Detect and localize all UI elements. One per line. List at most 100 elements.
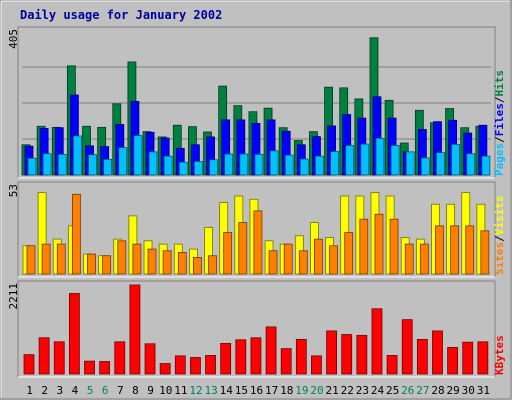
x-tick-label-day-28: 28: [431, 384, 444, 397]
axis-legend-visits: Visits: [493, 196, 506, 236]
y-max-label-visits-sites: 53: [7, 184, 20, 197]
bar-pages-day-2: Pages 2: 60: [42, 153, 52, 176]
bar-kbytes-day-27: KBytes 27: 860: [416, 338, 428, 375]
x-tick-label-day-25: 25: [386, 384, 399, 397]
bar-sites-day-30: Sites 30: 29: [465, 225, 475, 275]
bar-pages-day-9: Pages 9: 65: [148, 151, 158, 176]
axis-legend-visits-sites: Sites/Visits: [493, 196, 506, 276]
x-tick-label-day-20: 20: [310, 384, 323, 397]
bar-kbytes-day-23: KBytes 23: 960: [356, 334, 368, 375]
bar-kbytes-day-21: KBytes 21: 1070: [326, 330, 337, 375]
bar-sites-day-13: Sites 13: 11: [208, 255, 217, 275]
x-tick-label-day-12: 12: [189, 384, 202, 397]
bar-pages-day-5: Pages 5: 57: [88, 154, 97, 176]
bar-pages-day-6: Pages 6: 44: [103, 158, 113, 176]
bar-sites-day-2: Sites 2: 18: [41, 243, 51, 275]
bar-kbytes-day-12: KBytes 12: 410: [190, 357, 201, 375]
x-tick-label-day-15: 15: [235, 384, 248, 397]
x-tick-label-day-27: 27: [416, 384, 429, 397]
x-tick-label-day-5: 5: [87, 384, 94, 397]
bar-sites-day-14: Sites 14: 25: [223, 232, 233, 275]
bar-kbytes-day-22: KBytes 22: 980: [341, 334, 353, 375]
bar-pages-day-29: Pages 29: 86: [451, 144, 461, 176]
bar-sites-day-24: Sites 24: 36: [374, 213, 384, 275]
bar-kbytes-day-11: KBytes 11: 450: [174, 355, 186, 375]
axis-legend-files: Files: [493, 103, 506, 136]
x-tick-label-day-21: 21: [326, 384, 339, 397]
bar-pages-day-16: Pages 16: 58: [254, 153, 264, 176]
bar-sites-day-28: Sites 28: 29: [435, 225, 444, 275]
bar-kbytes-day-20: KBytes 20: 450: [311, 355, 322, 375]
x-tick-label-day-1: 1: [26, 384, 33, 397]
bar-kbytes-day-14: KBytes 14: 760: [220, 343, 232, 375]
bar-pages-day-4: Pages 4: 110: [72, 135, 82, 176]
axis-legend-kbytes: KBytes: [493, 335, 506, 375]
bar-sites-day-17: Sites 17: 14: [268, 250, 278, 275]
bar-sites-day-31: Sites 31: 26: [480, 230, 490, 275]
axis-legend-kbytes: KBytes: [493, 335, 506, 375]
bar-pages-day-8: Pages 8: 111: [133, 135, 143, 176]
axis-legend-hits: Hits: [493, 70, 506, 97]
bar-pages-day-19: Pages 19: 45: [299, 158, 309, 176]
x-tick-label-day-11: 11: [174, 384, 187, 397]
bar-sites-day-23: Sites 23: 33: [359, 218, 369, 275]
bar-sites-day-19: Sites 19: 14: [298, 250, 308, 275]
bar-kbytes-day-31: KBytes 31: 800: [477, 341, 489, 375]
bar-sites-day-3: Sites 3: 18: [56, 243, 66, 275]
bar-pages-day-31: Pages 31: 53: [481, 155, 491, 176]
x-tick-label-day-31: 31: [477, 384, 490, 397]
panel-kbytes: 2211KBytesKBytes 1: 480KBytes 2: 900KByt…: [7, 280, 506, 378]
bar-kbytes-day-10: KBytes 10: 260: [159, 363, 171, 375]
bar-sites-day-16: Sites 16: 38: [253, 210, 263, 275]
bar-sites-day-11: Sites 11: 13: [177, 252, 187, 275]
bar-pages-day-25: Pages 25: 83: [390, 145, 400, 176]
bar-pages-day-10: Pages 10: 53: [163, 155, 173, 176]
bar-kbytes-day-18: KBytes 18: 630: [280, 348, 292, 375]
y-max-label-hits-files-pages: 405: [7, 29, 20, 49]
bar-kbytes-day-17: KBytes 17: 1170: [265, 326, 277, 375]
bar-pages-day-3: Pages 3: 58: [57, 153, 67, 176]
bar-pages-day-15: Pages 15: 59: [239, 153, 249, 176]
bar-kbytes-day-2: KBytes 2: 900: [38, 337, 50, 375]
x-tick-label-day-24: 24: [371, 384, 385, 397]
x-tick-label-day-10: 10: [159, 384, 172, 397]
bar-kbytes-day-24: KBytes 24: 1620: [371, 308, 383, 375]
bar-sites-day-29: Sites 29: 29: [450, 225, 460, 275]
bar-pages-day-27: Pages 27: 48: [420, 157, 430, 176]
bar-sites-day-12: Sites 12: 10: [193, 256, 202, 275]
bar-kbytes-day-8: KBytes 8: 2211: [129, 284, 141, 375]
x-tick-label-day-22: 22: [341, 384, 354, 397]
bar-pages-day-17: Pages 17: 68: [269, 150, 279, 176]
bar-pages-day-26: Pages 26: 65: [405, 151, 415, 176]
bar-kbytes-day-4: KBytes 4: 2000: [68, 293, 80, 375]
x-tick-label-day-4: 4: [72, 384, 79, 397]
bar-pages-day-28: Pages 28: 63: [436, 152, 445, 176]
bar-kbytes-day-29: KBytes 29: 660: [447, 347, 459, 375]
x-tick-label-day-14: 14: [220, 384, 234, 397]
bar-kbytes-day-26: KBytes 26: 1350: [401, 319, 413, 375]
bar-sites-day-9: Sites 9: 15: [147, 248, 157, 275]
bar-kbytes-day-16: KBytes 16: 900: [250, 337, 262, 375]
bar-pages-day-13: Pages 13: 43: [209, 159, 218, 176]
bar-kbytes-day-19: KBytes 19: 860: [295, 338, 307, 375]
axis-legend-separator: /: [493, 136, 506, 143]
bar-pages-day-12: Pages 12: 38: [194, 161, 203, 176]
bar-kbytes-day-13: KBytes 13: 460: [205, 355, 216, 375]
x-tick-label-day-3: 3: [57, 384, 64, 397]
bar-pages-day-30: Pages 30: 60: [466, 153, 476, 176]
chart-title: Daily usage for January 2002: [20, 8, 222, 22]
bar-pages-day-11: Pages 11: 36: [178, 161, 188, 176]
bar-pages-day-20: Pages 20: 53: [315, 155, 324, 176]
bar-sites-day-15: Sites 15: 31: [238, 222, 248, 275]
bar-kbytes-day-1: KBytes 1: 480: [23, 354, 35, 375]
bar-sites-day-20: Sites 20: 21: [314, 238, 323, 275]
bar-kbytes-day-30: KBytes 30: 790: [462, 341, 474, 375]
bar-kbytes-day-6: KBytes 6: 310: [99, 361, 111, 375]
x-tick-label-day-26: 26: [401, 384, 414, 397]
x-tick-label-day-6: 6: [102, 384, 109, 397]
bar-kbytes-day-28: KBytes 28: 1070: [432, 330, 443, 375]
x-tick-label-day-13: 13: [204, 384, 217, 397]
bar-sites-day-1: Sites 1: 17: [26, 245, 36, 275]
